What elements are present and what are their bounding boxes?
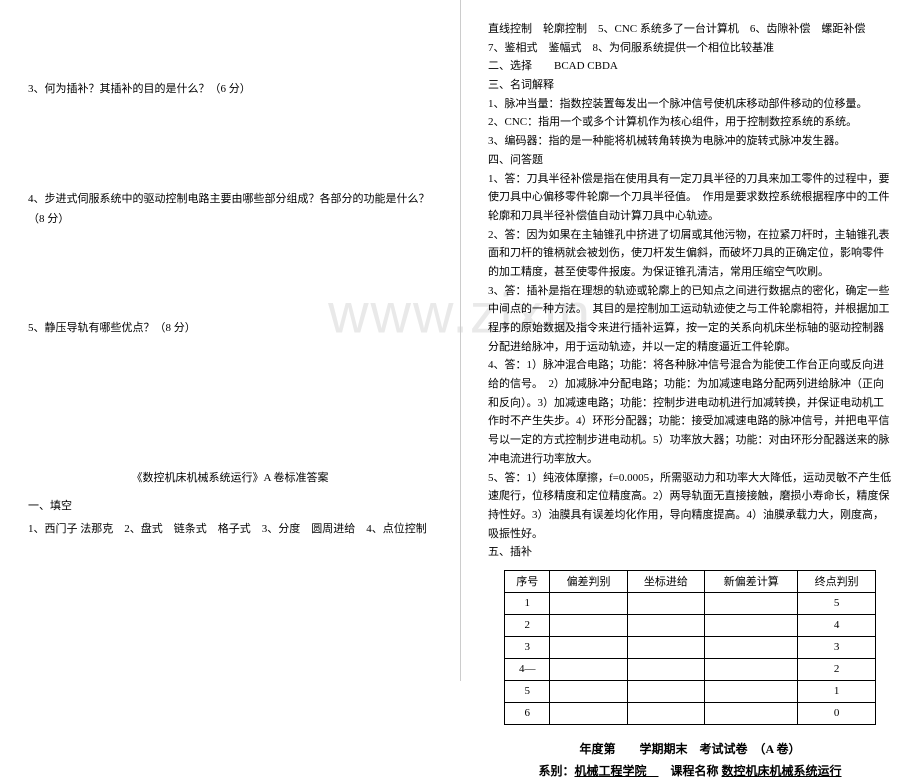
table-header-row: 序号偏差判别坐标进给新偏差计算终点判别 — [505, 570, 876, 592]
page-container: 3、何为插补？其插补的目的是什么？（6 分） 4、步进式伺服系统中的驱动控制电路… — [0, 0, 920, 681]
table-cell — [705, 614, 798, 636]
table-row: 33 — [505, 636, 876, 658]
table-header-cell: 终点判别 — [798, 570, 875, 592]
right-line: 三、名词解释 — [488, 76, 892, 95]
question-5: 5、静压导轨有哪些优点？（8 分） — [28, 319, 432, 339]
table-cell: 5 — [798, 592, 875, 614]
table-header-cell: 坐标进给 — [627, 570, 704, 592]
table-cell — [705, 702, 798, 724]
right-line: 2、答：因为如果在主轴锥孔中挤进了切屑或其他污物，在拉紧刀杆时，主轴锥孔表面和刀… — [488, 226, 892, 282]
table-cell — [705, 636, 798, 658]
table-cell — [627, 658, 704, 680]
table-cell — [550, 702, 627, 724]
table-cell — [627, 680, 704, 702]
table-cell — [550, 680, 627, 702]
table-row: 51 — [505, 680, 876, 702]
right-line: 1、脉冲当量：指数控装置每发出一个脉冲信号使机床移动部件移动的位移量。 — [488, 95, 892, 114]
exam-footer-line2: 系别：机械工程学院 课程名称 数控机床机械系统运行 — [488, 761, 892, 782]
table-row: 4— 2 — [505, 658, 876, 680]
table-cell — [627, 636, 704, 658]
right-line: 3、编码器：指的是一种能将机械转角转换为电脉冲的旋转式脉冲发生器。 — [488, 132, 892, 151]
table-cell: 0 — [798, 702, 875, 724]
table-cell — [627, 592, 704, 614]
table-cell: 5 — [505, 680, 550, 702]
table-cell — [550, 658, 627, 680]
right-line: 五、插补 — [488, 543, 892, 562]
dept-label: 系别： — [538, 764, 574, 778]
table-cell: 1 — [798, 680, 875, 702]
table-cell: 6 — [505, 702, 550, 724]
interpolation-table: 序号偏差判别坐标进给新偏差计算终点判别 1524334—25160 — [504, 570, 876, 725]
course-name: 数控机床机械系统运行 — [722, 764, 842, 778]
table-cell: 2 — [798, 658, 875, 680]
table-cell — [627, 614, 704, 636]
right-text-block: 直线控制 轮廓控制 5、CNC 系统多了一台计算机 6、齿隙补偿 螺距补偿 7、… — [488, 20, 892, 562]
section-1-line: 1、西门子 法那克 2、盘式 链条式 格子式 3、分度 圆周进给 4、点位控制 — [28, 520, 432, 539]
right-line: 1、答：刀具半径补偿是指在使用具有一定刀具半径的刀具来加工零件的过程中，要使刀具… — [488, 170, 892, 226]
exam-footer-line1: 年度第 学期期末 考试试卷 （A 卷） — [488, 739, 892, 761]
question-4: 4、步进式伺服系统中的驱动控制电路主要由哪些部分组成？各部分的功能是什么？（8 … — [28, 190, 432, 230]
exam-footer: 年度第 学期期末 考试试卷 （A 卷） 系别：机械工程学院 课程名称 数控机床机… — [488, 739, 892, 782]
table-cell: 4 — [798, 614, 875, 636]
table-cell — [705, 592, 798, 614]
course-label: 课程名称 — [659, 764, 722, 778]
right-column: 直线控制 轮廓控制 5、CNC 系统多了一台计算机 6、齿隙补偿 螺距补偿 7、… — [460, 0, 920, 681]
table-cell — [550, 614, 627, 636]
table-cell: 3 — [798, 636, 875, 658]
right-line: 2、CNC：指用一个或多个计算机作为核心组件，用于控制数控系统的系统。 — [488, 113, 892, 132]
question-3: 3、何为插补？其插补的目的是什么？（6 分） — [28, 80, 432, 100]
section-1-title: 一、填空 — [28, 497, 432, 516]
table-cell: 2 — [505, 614, 550, 636]
left-column: 3、何为插补？其插补的目的是什么？（6 分） 4、步进式伺服系统中的驱动控制电路… — [0, 0, 460, 681]
table-row: 24 — [505, 614, 876, 636]
table-header-cell: 新偏差计算 — [705, 570, 798, 592]
dept-name: 机械工程学院 — [574, 764, 658, 778]
right-line: 四、问答题 — [488, 151, 892, 170]
table-cell — [627, 702, 704, 724]
table-body: 1524334—25160 — [505, 592, 876, 724]
table-cell: 3 — [505, 636, 550, 658]
table-cell: 4— — [505, 658, 550, 680]
right-line: 直线控制 轮廓控制 5、CNC 系统多了一台计算机 6、齿隙补偿 螺距补偿 7、… — [488, 20, 892, 57]
table-header-cell: 序号 — [505, 570, 550, 592]
table-row: 15 — [505, 592, 876, 614]
table-cell — [550, 636, 627, 658]
right-line: 4、答：1）脉冲混合电路；功能：将各种脉冲信号混合为能使工作台正向或反向进给的信… — [488, 356, 892, 468]
table-header-cell: 偏差判别 — [550, 570, 627, 592]
right-line: 3、答：插补是指在理想的轨迹或轮廓上的已知点之间进行数据点的密化，确定一些中间点… — [488, 282, 892, 357]
answer-key-title: 《数控机床机械系统运行》A 卷标准答案 — [28, 469, 432, 485]
table-cell — [705, 680, 798, 702]
table-row: 60 — [505, 702, 876, 724]
table-cell: 1 — [505, 592, 550, 614]
table-cell — [705, 658, 798, 680]
right-line: 5、答：1）纯液体摩擦，f=0.0005，所需驱动力和功率大大降低，运动灵敏不产… — [488, 469, 892, 544]
table-cell — [550, 592, 627, 614]
right-line: 二、选择 BCAD CBDA — [488, 57, 892, 76]
